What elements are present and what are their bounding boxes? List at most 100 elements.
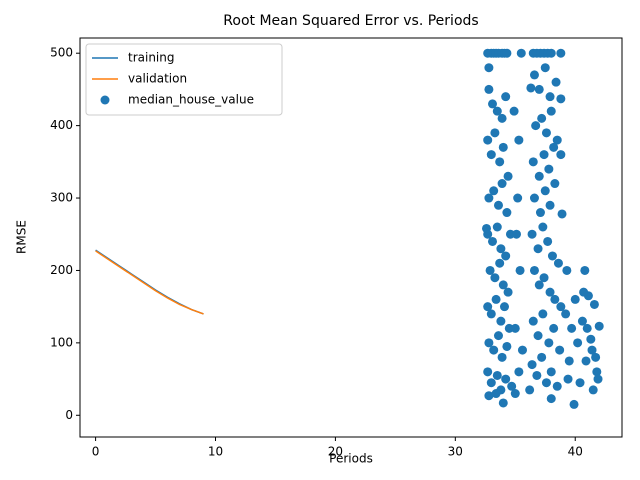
scatter-point: [556, 302, 566, 312]
scatter-point: [575, 378, 585, 388]
scatter-point: [529, 193, 539, 203]
scatter-point: [503, 171, 513, 181]
y-tick-label: 300: [50, 191, 73, 205]
scatter-point: [502, 341, 512, 351]
scatter-point: [588, 385, 598, 395]
scatter-point: [587, 345, 597, 355]
scatter-point: [492, 370, 502, 380]
x-tick-label: 20: [328, 445, 343, 459]
scatter-point: [493, 331, 503, 341]
scatter-point: [567, 323, 577, 333]
scatter-point: [511, 229, 521, 239]
scatter-point: [555, 345, 565, 355]
scatter-point: [497, 113, 507, 123]
scatter-point: [493, 200, 503, 210]
scatter-point: [586, 334, 596, 344]
axes-frame: [79, 37, 623, 438]
scatter-point: [550, 294, 560, 304]
scatter-point: [534, 280, 544, 290]
scatter-point: [490, 128, 500, 138]
x-tick-label: 10: [208, 445, 223, 459]
scatter-point: [550, 179, 560, 189]
scatter-point: [498, 142, 508, 152]
scatter-point: [544, 338, 554, 348]
scatter-point: [492, 106, 502, 116]
x-axis-label: Periods: [329, 452, 373, 466]
scatter-point: [529, 265, 539, 275]
scatter-point: [534, 84, 544, 94]
scatter-point: [482, 223, 491, 233]
scatter-point: [487, 99, 497, 109]
y-tick-label: 100: [50, 335, 73, 349]
scatter-point: [579, 287, 589, 297]
scatter-point: [547, 251, 557, 261]
scatter-point: [484, 84, 494, 94]
scatter-point: [570, 294, 580, 304]
scatter-point: [545, 92, 555, 102]
scatter-point: [527, 229, 537, 239]
scatter-point: [545, 287, 555, 297]
scatter-point: [581, 356, 591, 366]
scatter-point: [561, 309, 571, 319]
legend-label: median_house_value: [128, 93, 254, 107]
scatter-point: [507, 381, 517, 391]
scatter-point: [537, 352, 547, 362]
scatter-point: [483, 135, 493, 145]
line: [95, 250, 204, 315]
scatter-point: [563, 374, 573, 384]
scatter-point: [503, 287, 513, 297]
scatter-point: [501, 374, 511, 384]
scatter-point: [502, 208, 512, 218]
y-tick-label: 200: [50, 263, 73, 277]
scatter-point: [483, 302, 493, 312]
scatter-point: [496, 244, 506, 254]
legend-label: validation: [128, 72, 187, 86]
legend-box: [85, 43, 283, 116]
scatter-point: [484, 338, 494, 348]
scatter-point: [497, 352, 507, 362]
scatter-point: [569, 399, 579, 409]
scatter-point: [490, 273, 500, 283]
scatter-point: [527, 360, 537, 370]
scatter-point: [529, 70, 539, 80]
scatter-point: [499, 302, 509, 312]
scatter-point: [495, 157, 505, 167]
scatter-point: [528, 157, 538, 167]
scatter-point: [533, 244, 543, 254]
scatter-point: [594, 321, 604, 331]
x-tick-label: 40: [568, 445, 583, 459]
scatter-point: [489, 345, 499, 355]
scatter-point: [541, 128, 551, 138]
scatter-point: [591, 352, 601, 362]
scatter-point: [534, 171, 544, 181]
scatter-point: [573, 338, 583, 348]
scatter-point: [564, 356, 574, 366]
scatter-point: [515, 265, 525, 275]
scatter-point: [545, 200, 555, 210]
scatter-point: [484, 63, 494, 73]
y-axis-label: RMSE: [15, 220, 29, 254]
scatter-point: [496, 316, 506, 326]
scatter-point: [553, 258, 563, 268]
scatter-point: [582, 323, 592, 333]
scatter-point: [544, 164, 554, 174]
scatter-point: [486, 309, 496, 319]
scatter-point: [546, 367, 556, 377]
scatter-point: [514, 135, 524, 145]
scatter-point: [492, 222, 502, 232]
scatter-point: [485, 265, 495, 275]
scatter-point: [510, 323, 520, 333]
scatter-point: [549, 323, 559, 333]
scatter-point: [551, 77, 561, 87]
scatter-point: [525, 385, 535, 395]
scatter-point: [532, 370, 542, 380]
scatter-point: [491, 389, 501, 399]
legend-marker: [100, 95, 110, 105]
scatter-point: [509, 106, 519, 116]
scatter-point: [491, 294, 501, 304]
y-tick-label: 500: [50, 46, 73, 60]
scatter-point: [486, 150, 496, 160]
scatter-point: [593, 374, 603, 384]
scatter-point: [514, 367, 524, 377]
